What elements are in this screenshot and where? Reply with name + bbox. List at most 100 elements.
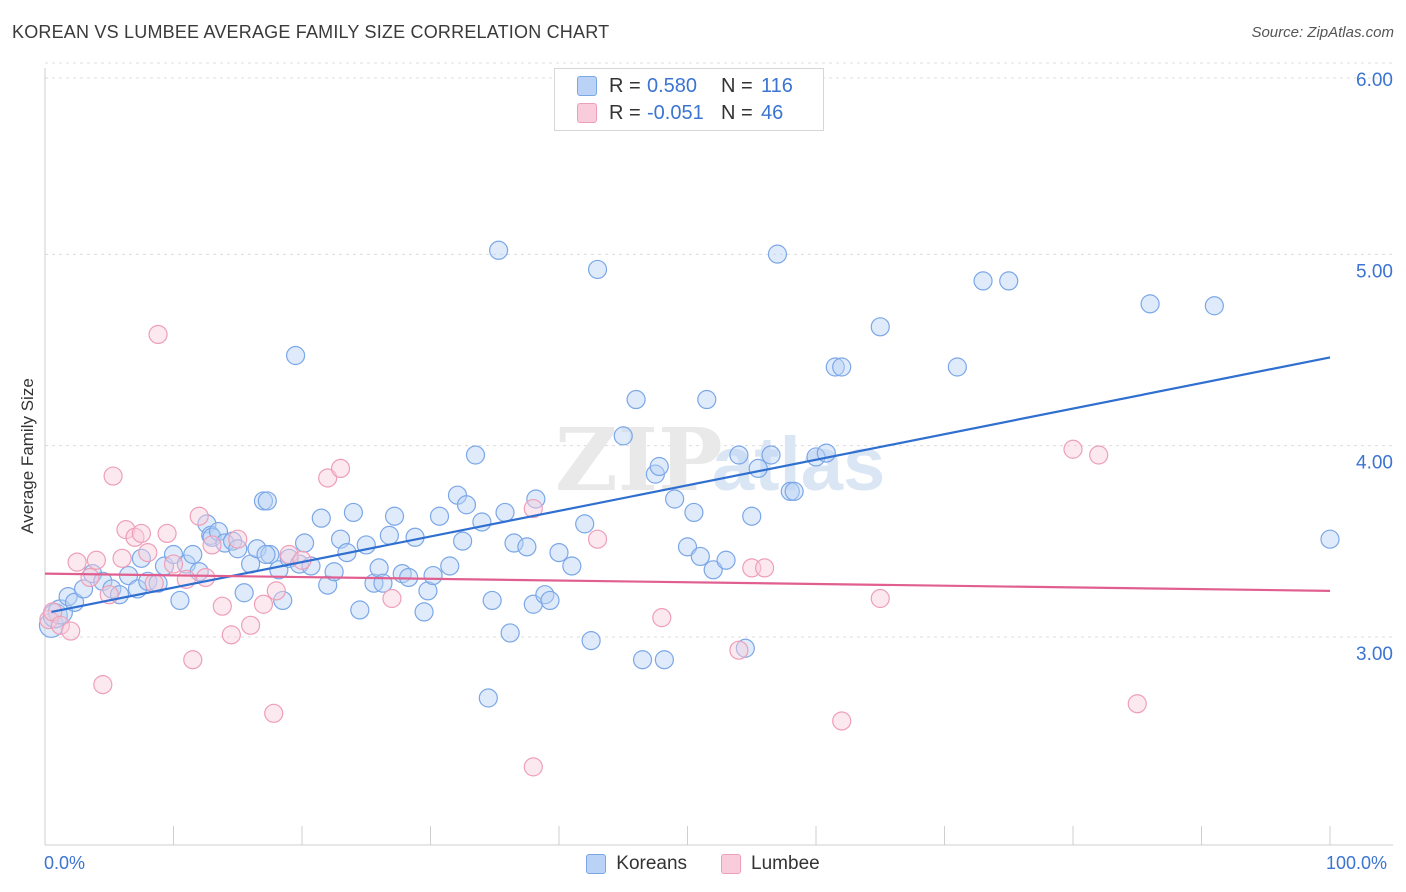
korean-point	[324, 562, 344, 582]
korean-point	[423, 565, 443, 586]
lumbee-point	[652, 608, 672, 628]
korean-point	[832, 357, 852, 377]
n-value: 116	[761, 74, 793, 97]
korean-point	[1140, 294, 1160, 314]
korean-point	[549, 542, 569, 563]
korean-point	[665, 489, 685, 509]
x-tick-label-max: 100.0%	[1326, 853, 1388, 873]
r-label: R =	[609, 74, 641, 97]
koreans-swatch	[577, 76, 597, 96]
stats-row-lumbee: R = -0.051 N = 46	[577, 102, 783, 124]
lumbee-point	[1063, 439, 1083, 459]
korean-point	[581, 631, 601, 651]
lumbee-point	[67, 552, 87, 572]
lumbee-swatch	[577, 103, 597, 123]
axes	[44, 68, 1393, 846]
lumbee-point	[253, 594, 274, 614]
lumbee-point	[80, 567, 100, 588]
n-value: 46	[761, 101, 784, 124]
lumbee-point	[221, 625, 241, 645]
korean-point	[311, 508, 331, 528]
korean-point	[784, 481, 804, 501]
korean-point	[418, 581, 438, 601]
korean-point	[742, 506, 762, 526]
korean-point	[729, 445, 749, 465]
lumbee-point	[50, 615, 71, 635]
lumbee-point	[148, 324, 168, 345]
korean-point	[562, 556, 582, 576]
korean-point	[654, 650, 674, 670]
y-tick-label: 5.00	[1356, 261, 1393, 282]
korean-point	[697, 389, 717, 410]
lumbee-point	[1089, 445, 1109, 465]
n-label: N =	[721, 74, 753, 97]
y-tick-label: 6.00	[1356, 70, 1393, 91]
lumbee-point	[266, 581, 286, 601]
lumbee-point	[832, 711, 852, 731]
korean-point	[613, 426, 633, 446]
korean-point	[273, 590, 293, 611]
korean-point	[73, 579, 94, 599]
r-value: -0.051	[647, 101, 704, 124]
korean-point	[285, 345, 306, 366]
korean-trend-line	[51, 356, 1331, 613]
lumbee-point	[587, 529, 608, 549]
korean-point	[234, 583, 254, 603]
korean-point	[825, 357, 845, 377]
lumbee-point	[264, 703, 284, 723]
legend-label-koreans: Koreans	[616, 853, 688, 874]
korean-point	[716, 550, 736, 570]
korean-point	[478, 688, 498, 708]
lumbee-point	[157, 523, 177, 544]
korean-point	[632, 650, 653, 670]
lumbee-point	[212, 596, 232, 616]
korean-point	[414, 602, 434, 622]
legend-label-lumbee: Lumbee	[751, 853, 820, 874]
tick-labels: 3.00 4.00 5.00 6.00	[1356, 70, 1393, 665]
y-tick-label: 3.00	[1356, 644, 1393, 665]
korean-point	[540, 590, 560, 611]
lumbee-point	[103, 466, 123, 486]
lumbee-point	[112, 548, 132, 568]
r-value: 0.580	[647, 74, 698, 97]
korean-point	[575, 514, 595, 534]
korean-point	[535, 585, 555, 605]
lumbee-point	[870, 588, 890, 609]
lumbee-point	[1127, 694, 1147, 714]
lumbee-point	[93, 675, 113, 695]
lumbee-point	[241, 615, 261, 635]
korean-point	[440, 556, 460, 576]
korean-point	[626, 389, 646, 410]
series-legend: Koreans Lumbee	[0, 853, 1406, 875]
legend-item-lumbee[interactable]: Lumbee	[721, 853, 820, 875]
korean-point	[453, 531, 473, 551]
korean-point	[456, 495, 477, 515]
korean-point	[1204, 296, 1224, 316]
korean-point	[767, 244, 788, 264]
korean-point	[384, 506, 405, 526]
r-label: R =	[609, 101, 641, 124]
korean-point	[999, 271, 1019, 291]
korean-point	[677, 537, 698, 557]
korean-point	[429, 506, 450, 526]
korean-point	[350, 600, 370, 620]
lumbee-legend-swatch	[721, 854, 742, 874]
stats-row-koreans: R = 0.580 N = 116	[577, 75, 793, 97]
stats-legend: R = 0.580 N = 116 R = -0.051 N = 46	[554, 68, 824, 131]
korean-point	[170, 590, 190, 611]
lumbee-point	[228, 529, 248, 549]
korean-point	[649, 456, 669, 477]
lumbee-point	[196, 567, 216, 588]
lumbee-point	[318, 468, 338, 488]
legend-item-koreans[interactable]: Koreans	[586, 853, 687, 875]
korean-point	[500, 623, 520, 643]
korean-point	[369, 558, 389, 578]
lumbee-trend-line	[44, 572, 1331, 592]
koreans-legend-swatch	[586, 854, 607, 874]
lumbee-point	[729, 640, 749, 660]
lumbee-point	[138, 542, 158, 563]
x-tick-label-min: 0.0%	[44, 853, 86, 873]
lumbee-point	[163, 554, 184, 574]
